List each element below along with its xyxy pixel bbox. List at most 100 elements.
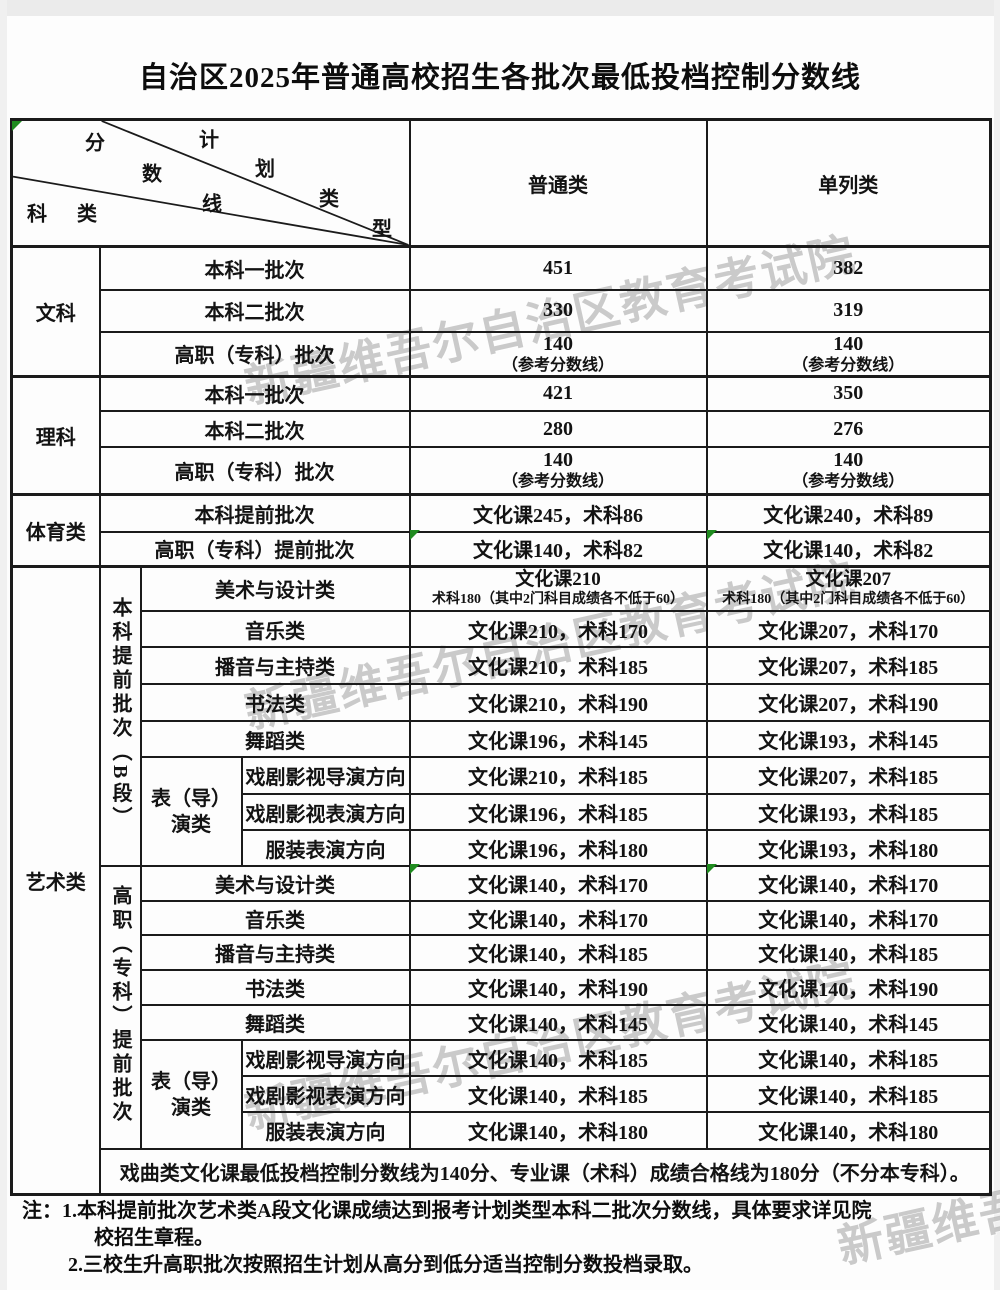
- score-ordinary: 文化课196，术科185: [408, 793, 708, 831]
- footer-notes: 注：1.本科提前批次艺术类A段文化课成绩达到报考计划类型本科二批次分数线，具体要…: [22, 1198, 978, 1279]
- subject-yishu: 艺术类: [10, 564, 101, 1195]
- diag-char: 线: [202, 193, 222, 216]
- category-name: 美术与设计类: [139, 564, 411, 612]
- diag-char: 类: [319, 188, 339, 211]
- batch-bk-early-b: 本科提前批次（B段）: [98, 564, 142, 867]
- page-left-margin: [0, 0, 7, 1290]
- batch-name: 高职（专科）提前批次: [98, 531, 411, 567]
- category-name: 播音与主持类: [139, 646, 411, 685]
- column-header-ordinary: 普通类: [408, 118, 708, 248]
- batch-gz-early: 高职（专科）提前批次: [98, 865, 142, 1150]
- score-main: 140: [543, 449, 573, 472]
- green-marker: [707, 530, 717, 540]
- score-single: 文化课207，术科170: [705, 610, 992, 648]
- score-main: 140: [543, 332, 573, 355]
- category-name: 音乐类: [139, 610, 411, 648]
- note-line: 注：1.本科提前批次艺术类A段文化课成绩达到报考计划类型本科二批次分数线，具体要…: [22, 1200, 872, 1222]
- score-note: （参考分数线）: [792, 473, 905, 491]
- score-ordinary: 文化课210，术科185: [408, 646, 708, 685]
- score-ordinary: 文化课140，术科82: [408, 531, 708, 567]
- batch-name: 本科一批次: [98, 245, 411, 291]
- score-main: 140: [833, 332, 864, 355]
- diag-char: 划: [255, 158, 275, 181]
- group-biaodaoyan: 表（导）演类: [139, 756, 243, 867]
- score-ordinary: 文化课140，术科180: [408, 1111, 708, 1150]
- score-single: 140 （参考分数线）: [705, 330, 992, 377]
- score-single: 文化课240，术科89: [705, 492, 992, 533]
- diagonal-header-cell: 分 数 线 计 划 类 型 科 类: [10, 118, 411, 248]
- subject-wenke: 文科: [10, 245, 101, 377]
- score-ordinary: 文化课196，术科180: [408, 829, 708, 867]
- score-single: 文化课193，术科180: [705, 829, 992, 867]
- score-ordinary: 文化课140，术科185: [408, 1075, 708, 1113]
- score-ordinary: 文化课140，术科145: [408, 1004, 708, 1041]
- score-single: 140 （参考分数线）: [705, 446, 992, 495]
- score-ordinary: 文化课210，术科185: [408, 756, 708, 795]
- opera-note-row: 戏曲类文化课最低投档控制分数线为140分、专业课（术科）成绩合格线为180分（不…: [98, 1148, 992, 1195]
- green-marker: [12, 121, 22, 131]
- score-single: 382: [705, 245, 992, 291]
- diag-char: 型: [372, 218, 392, 241]
- score-single: 文化课193，术科145: [705, 720, 992, 758]
- score-note: 术科180（其中2门科目成绩各不低于60）: [722, 592, 975, 608]
- direction-name: 戏剧影视表演方向: [240, 793, 411, 831]
- score-single: 文化课140，术科170: [705, 900, 992, 936]
- score-ordinary: 文化课140，术科170: [408, 865, 708, 902]
- score-note: （参考分数线）: [501, 356, 614, 374]
- category-name: 音乐类: [139, 900, 411, 936]
- direction-name: 戏剧影视导演方向: [240, 756, 411, 795]
- score-ordinary: 文化课140，术科190: [408, 969, 708, 1006]
- diag-char: 计: [199, 129, 219, 152]
- batch-name: 高职（专科）批次: [98, 446, 411, 495]
- batch-name: 本科一批次: [98, 374, 411, 412]
- score-main: 140: [833, 449, 864, 472]
- score-single: 文化课207，术科190: [705, 683, 992, 722]
- score-ordinary: 140 （参考分数线）: [408, 330, 708, 377]
- batch-name: 高职（专科）批次: [98, 330, 411, 377]
- score-single: 319: [705, 288, 992, 333]
- score-single: 350: [705, 374, 992, 412]
- score-main: 文化课210: [515, 569, 601, 591]
- vertical-batch-label: 本科提前批次（B段）: [109, 596, 131, 830]
- score-ordinary: 文化课245，术科86: [408, 492, 708, 533]
- score-ordinary: 文化课210，术科170: [408, 610, 708, 648]
- score-ordinary: 280: [408, 410, 708, 448]
- score-note: （参考分数线）: [501, 473, 614, 491]
- score-single: 文化课140，术科185: [705, 1039, 992, 1077]
- score-single: 文化课140，术科185: [705, 934, 992, 971]
- batch-name: 本科二批次: [98, 288, 411, 333]
- page-right-margin: [994, 0, 1000, 1290]
- score-note: 术科180（其中2门科目成绩各不低于60）: [432, 592, 684, 608]
- vertical-batch-label: 高职（专科）提前批次: [109, 884, 131, 1125]
- direction-name: 戏剧影视导演方向: [240, 1039, 411, 1077]
- category-name: 书法类: [139, 969, 411, 1006]
- score-single: 文化课140，术科180: [705, 1111, 992, 1150]
- diag-char: 数: [142, 163, 162, 186]
- category-name: 舞蹈类: [139, 720, 411, 758]
- score-single: 文化课207，术科185: [705, 646, 992, 685]
- category-name: 播音与主持类: [139, 934, 411, 971]
- score-main: 文化课207: [805, 569, 891, 591]
- page-top-margin: [0, 0, 1000, 16]
- score-line-table: 分 数 线 计 划 类 型 科 类 普通类 单列类 文科 本科一批次 451 3…: [10, 118, 992, 1196]
- score-single: 文化课193，术科185: [705, 793, 992, 831]
- score-single: 文化课207 术科180（其中2门科目成绩各不低于60）: [705, 564, 992, 612]
- green-marker: [410, 864, 420, 874]
- batch-name: 本科二批次: [98, 410, 411, 448]
- score-ordinary: 330: [408, 288, 708, 333]
- note-line: 校招生章程。: [94, 1227, 214, 1249]
- score-single: 276: [705, 410, 992, 448]
- category-name: 舞蹈类: [139, 1004, 411, 1041]
- diagonal-lines: [13, 121, 408, 244]
- score-single: 文化课140，术科82: [705, 531, 992, 567]
- score-ordinary: 451: [408, 245, 708, 291]
- category-name: 书法类: [139, 683, 411, 722]
- direction-name: 服装表演方向: [240, 829, 411, 867]
- score-ordinary: 140 （参考分数线）: [408, 446, 708, 495]
- score-ordinary: 文化课196，术科145: [408, 720, 708, 758]
- score-ordinary: 文化课140，术科185: [408, 1039, 708, 1077]
- score-ordinary: 文化课140，术科185: [408, 934, 708, 971]
- subject-like: 理科: [10, 374, 101, 495]
- score-single: 文化课140，术科185: [705, 1075, 992, 1113]
